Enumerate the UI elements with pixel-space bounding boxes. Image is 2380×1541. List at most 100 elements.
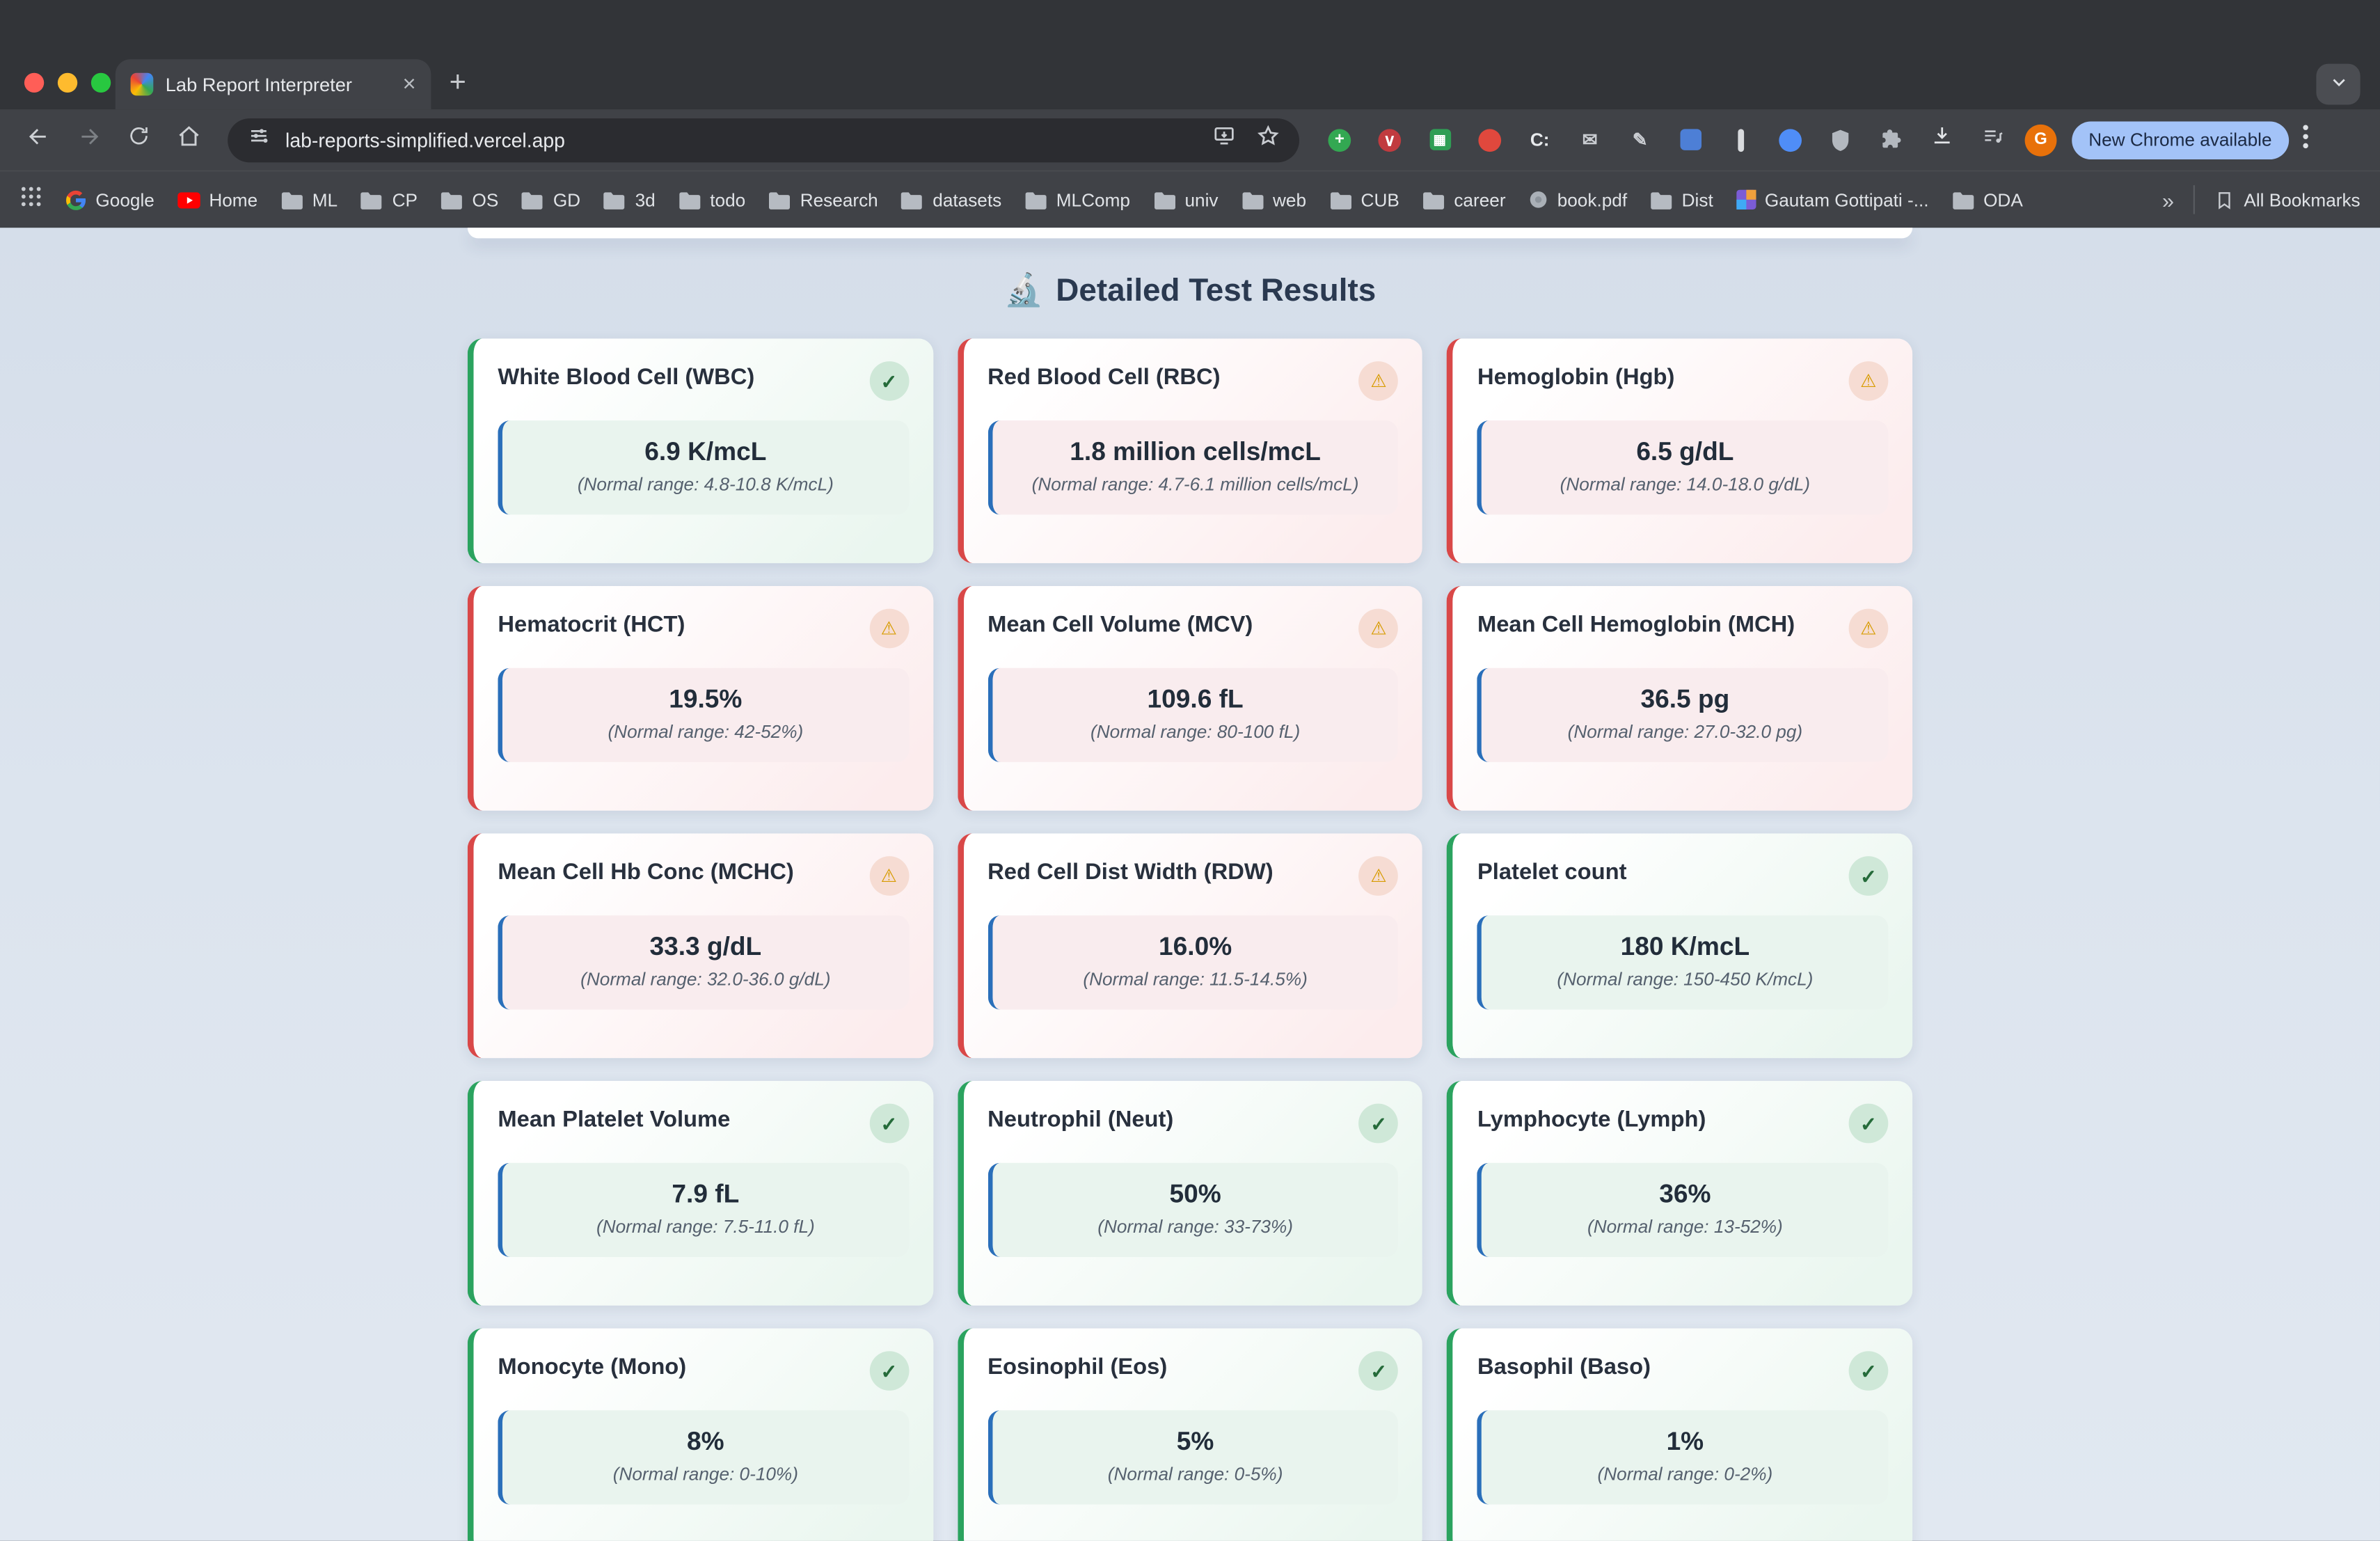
reading-list-button[interactable] (1969, 116, 2016, 164)
chevron-down-icon (2329, 70, 2347, 97)
test-value: 1.8 million cells/mcL (1070, 437, 1321, 466)
sheets-extension-icon[interactable]: ▦ (1421, 120, 1459, 159)
update-chrome-chip[interactable]: New Chrome available (2072, 120, 2289, 159)
bookmark-item[interactable]: todo (678, 189, 745, 210)
pen-extension-icon[interactable]: ✎ (1632, 129, 1648, 150)
test-card-header: Mean Cell Hemoglobin (MCH) ⚠ (1477, 608, 1889, 649)
test-value: 36.5 pg (1640, 684, 1730, 714)
test-name: Mean Platelet Volume (498, 1107, 731, 1133)
bookmark-item[interactable]: Home (177, 189, 257, 210)
bookmark-item[interactable]: Google (65, 189, 154, 211)
bookmark-label: Gautam Gottipati -... (1764, 189, 1929, 211)
pocket-extension-icon[interactable]: ∨ (1371, 120, 1409, 159)
folder-icon (1024, 191, 1047, 209)
add-new-extension-icon[interactable]: + (1321, 120, 1359, 159)
back-button[interactable] (15, 116, 63, 164)
site-settings-icon[interactable] (248, 125, 271, 155)
tab-close-icon[interactable]: × (402, 71, 416, 97)
bookmark-item[interactable]: career (1422, 189, 1506, 210)
adblock-extension-icon[interactable] (1471, 120, 1509, 159)
bookmark-item[interactable]: Research (768, 189, 878, 210)
bookmark-item[interactable]: Dist (1650, 189, 1713, 210)
close-window-button[interactable] (24, 72, 45, 93)
results-grid: White Blood Cell (WBC) ✓ 6.9 K/mcL (Normal … (467, 338, 1913, 1541)
home-button[interactable] (166, 116, 213, 164)
reload-button[interactable] (116, 116, 163, 164)
bookmark-label: Google (95, 189, 154, 211)
profile-avatar[interactable]: G (2024, 123, 2057, 156)
browser-menu-button[interactable] (2302, 124, 2308, 156)
check-icon: ✓ (1358, 1103, 1399, 1144)
bookmark-item[interactable]: CP (360, 189, 418, 210)
check-icon: ✓ (1848, 1351, 1889, 1391)
folder-icon (280, 191, 303, 209)
bookmark-item[interactable]: Gautam Gottipati -... (1736, 189, 1929, 211)
fullscreen-window-button[interactable] (90, 72, 111, 93)
test-value-box: 5% (Normal range: 0-5%) (987, 1410, 1399, 1504)
shield-extension-icon[interactable] (1821, 120, 1859, 159)
blue-app-extension-icon[interactable] (1671, 120, 1709, 159)
bookmark-label: book.pdf (1557, 189, 1628, 211)
bookmark-item[interactable]: GD (521, 189, 581, 211)
bookmark-item[interactable]: ODA (1951, 189, 2023, 210)
test-value: 36% (1659, 1179, 1711, 1209)
warning-icon: ⚠ (869, 608, 909, 649)
url-text[interactable]: lab-reports-simplified.vercel.app (285, 128, 565, 152)
test-normal-range: (Normal range: 0-5%) (1107, 1463, 1283, 1485)
bookmark-item[interactable]: book.pdf (1528, 189, 1628, 211)
all-bookmarks-button[interactable]: All Bookmarks (2215, 189, 2361, 211)
bookmark-item[interactable]: CUB (1329, 189, 1399, 211)
bookmark-item[interactable]: 3d (603, 189, 656, 210)
bookmark-item[interactable]: OS (441, 189, 498, 210)
address-bar-actions (1212, 125, 1280, 155)
all-bookmarks-label: All Bookmarks (2244, 189, 2361, 211)
test-value-box: 19.5% (Normal range: 42-52%) (498, 667, 909, 762)
test-value: 6.9 K/mcL (644, 437, 767, 466)
test-normal-range: (Normal range: 150-450 K/mcL) (1557, 968, 1814, 990)
check-icon: ✓ (1358, 1351, 1399, 1391)
bookmarks-overflow-button[interactable]: » (2162, 187, 2175, 212)
water-drop-extension-icon[interactable] (1771, 120, 1809, 159)
test-value-box: 16.0% (Normal range: 11.5-14.5%) (987, 915, 1399, 1009)
bookmark-label: GD (553, 189, 581, 211)
test-value: 8% (687, 1427, 724, 1456)
puzzle-extensions-icon[interactable] (1871, 120, 1910, 159)
c-extension-icon[interactable]: C: (1530, 129, 1550, 150)
bookmark-item[interactable]: ML (280, 189, 338, 210)
browser-tab[interactable]: Lab Report Interpreter × (115, 59, 431, 110)
bookmark-star-icon[interactable] (1257, 125, 1280, 155)
test-value-box: 109.6 fL (Normal range: 80-100 fL) (987, 667, 1399, 762)
bookmark-label: CUB (1360, 189, 1399, 211)
test-card-header: Red Blood Cell (RBC) ⚠ (987, 361, 1399, 401)
forward-icon (76, 124, 102, 156)
test-value-box: 1% (Normal range: 0-2%) (1477, 1410, 1889, 1504)
test-name: Neutrophil (Neut) (987, 1107, 1174, 1133)
test-normal-range: (Normal range: 4.7-6.1 million cells/mcL… (1031, 473, 1359, 496)
tab-favicon-icon (130, 72, 154, 96)
new-tab-button[interactable]: + (449, 66, 466, 99)
test-name: Monocyte (Mono) (498, 1354, 687, 1380)
mail-extension-icon[interactable]: ✉ (1582, 129, 1598, 150)
bookmark-item[interactable]: web (1241, 189, 1306, 210)
folder-icon (1153, 191, 1176, 209)
bookmark-item[interactable]: univ (1153, 189, 1218, 210)
divider-bar-extension-icon[interactable] (1721, 120, 1759, 159)
downloads-button[interactable] (1919, 116, 1966, 164)
bookmark-item[interactable]: datasets (901, 189, 1001, 210)
test-normal-range: (Normal range: 11.5-14.5%) (1083, 968, 1308, 990)
install-app-icon[interactable] (1212, 125, 1237, 155)
warning-icon: ⚠ (1848, 361, 1889, 401)
test-name: Hemoglobin (Hgb) (1477, 364, 1675, 390)
warning-icon: ⚠ (869, 856, 909, 896)
test-name: Hematocrit (HCT) (498, 611, 685, 638)
test-value: 180 K/mcL (1620, 932, 1750, 961)
tab-search-button[interactable] (2316, 63, 2361, 105)
address-bar[interactable]: lab-reports-simplified.vercel.app (228, 118, 1300, 162)
minimize-window-button[interactable] (57, 72, 78, 93)
test-card-header: Hemoglobin (Hgb) ⚠ (1477, 361, 1889, 401)
apps-grid-button[interactable] (19, 184, 42, 215)
folder-icon (1329, 191, 1352, 209)
bookmark-ribbon-icon (2215, 189, 2235, 211)
bookmark-item[interactable]: MLComp (1024, 189, 1130, 210)
forward-button[interactable] (65, 116, 113, 164)
